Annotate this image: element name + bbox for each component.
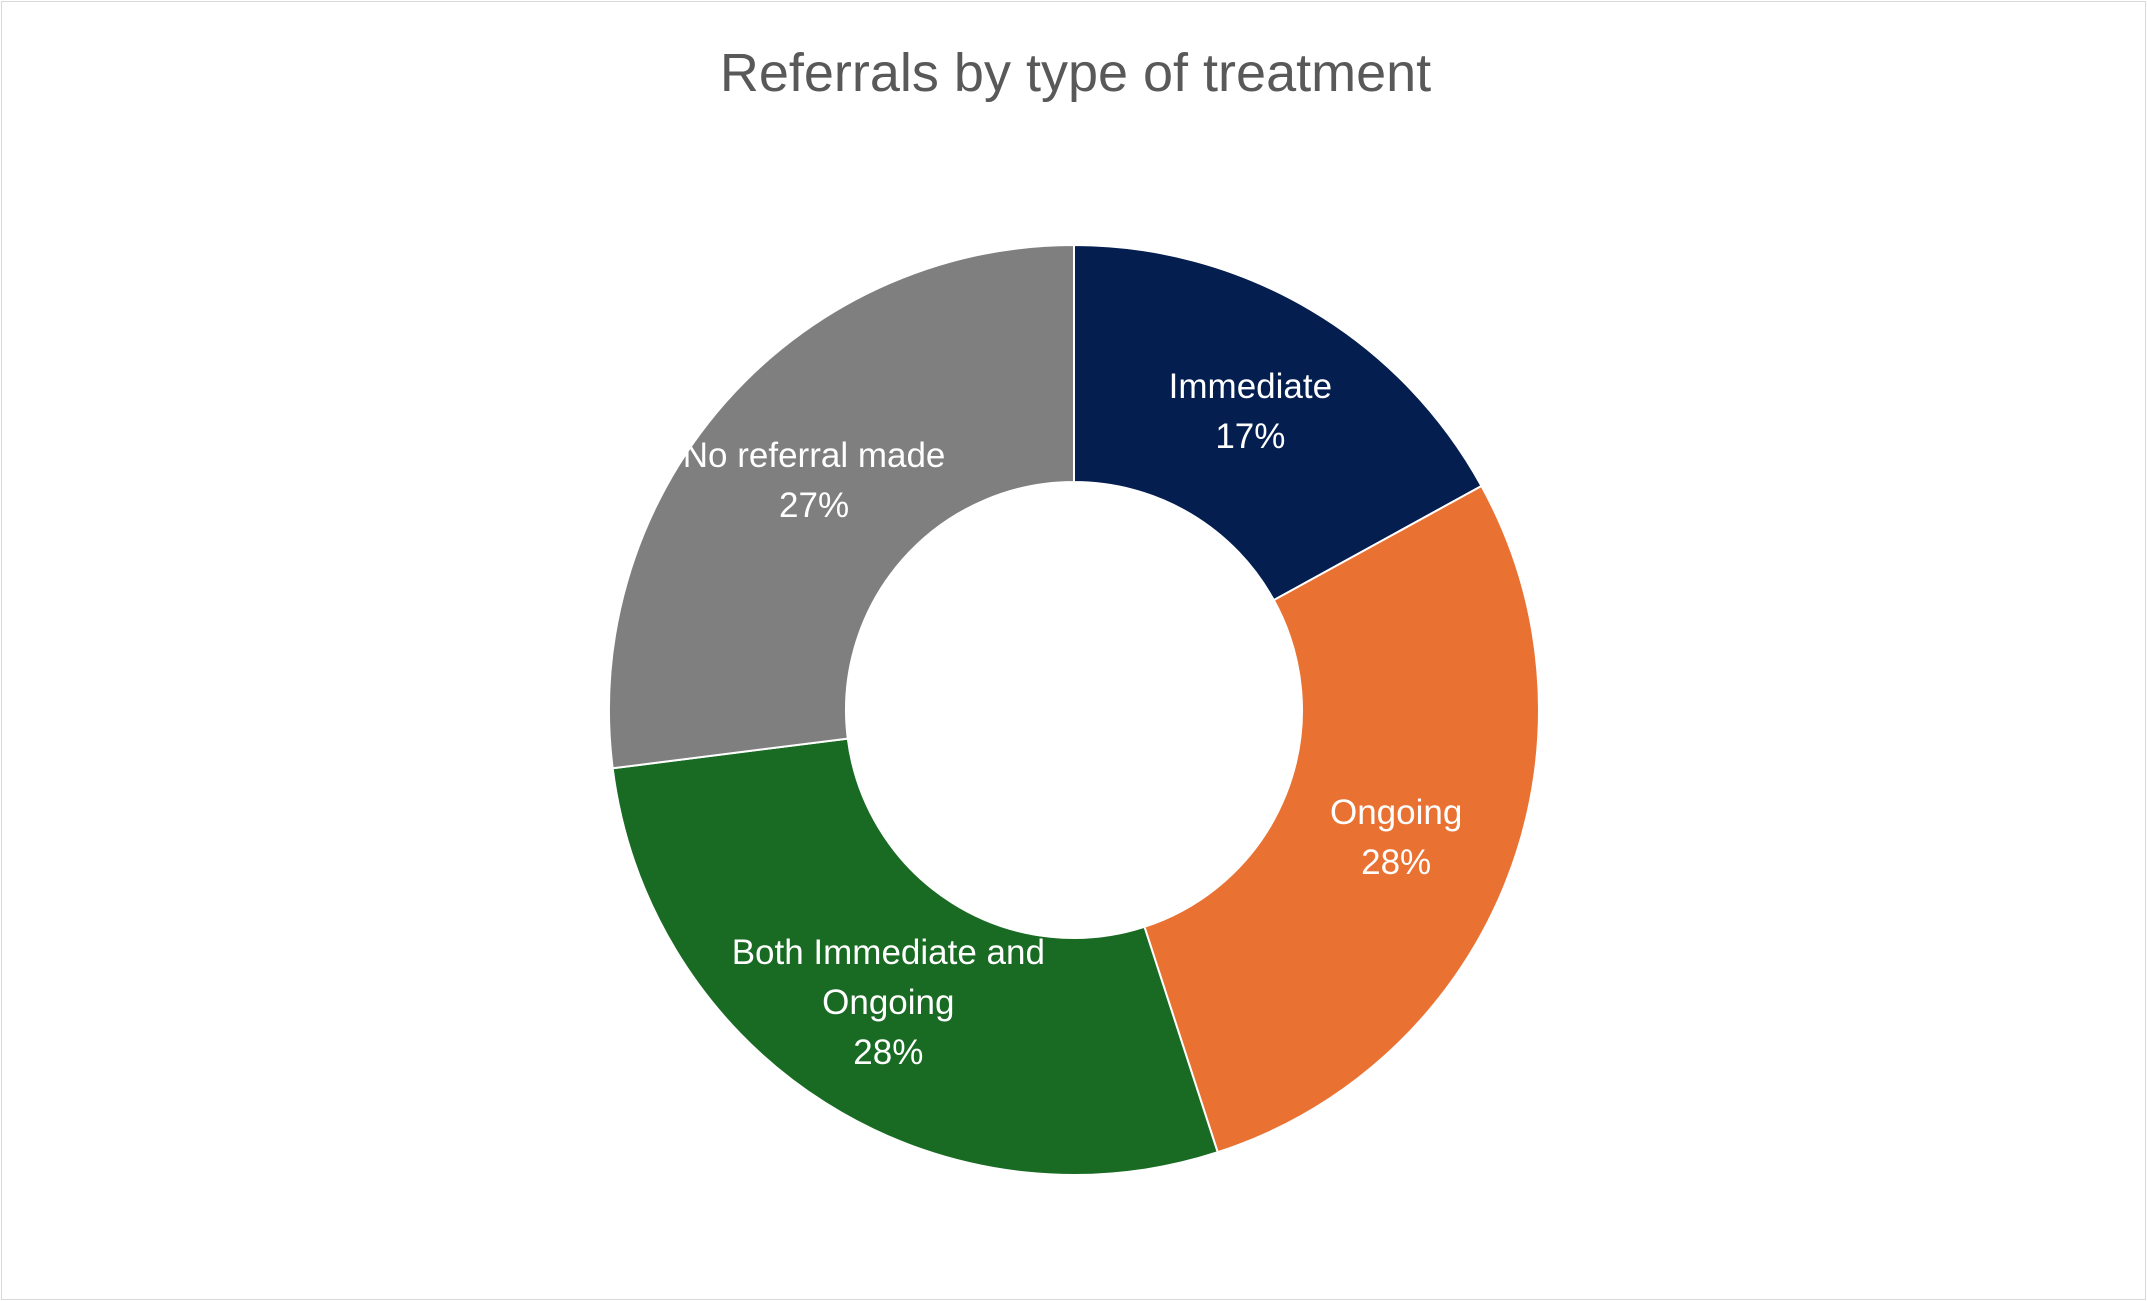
chart-title: Referrals by type of treatment: [719, 43, 1432, 103]
category-label: Ongoing: [1329, 792, 1463, 832]
category-label: Both Immediate and Ongoing: [731, 932, 1045, 1022]
value-label: 28%: [1361, 842, 1432, 882]
category-label: No referral made: [682, 435, 946, 475]
value-label: 17%: [1215, 416, 1286, 456]
value-label: 28%: [853, 1032, 924, 1072]
donut-slice: [608, 243, 1075, 770]
slice-label: No referral made 27%: [619, 431, 1009, 531]
category-label: Immediate: [1168, 366, 1333, 406]
donut-slice: [1143, 484, 1540, 1154]
slice-label: Immediate 17%: [1055, 362, 1445, 462]
value-label: 27%: [779, 485, 850, 525]
donut-slice: [611, 737, 1219, 1176]
slice-label: Ongoing 28%: [1201, 788, 1591, 888]
slice-label: Both Immediate and Ongoing 28%: [693, 928, 1083, 1078]
donut-slice: [1073, 243, 1483, 602]
